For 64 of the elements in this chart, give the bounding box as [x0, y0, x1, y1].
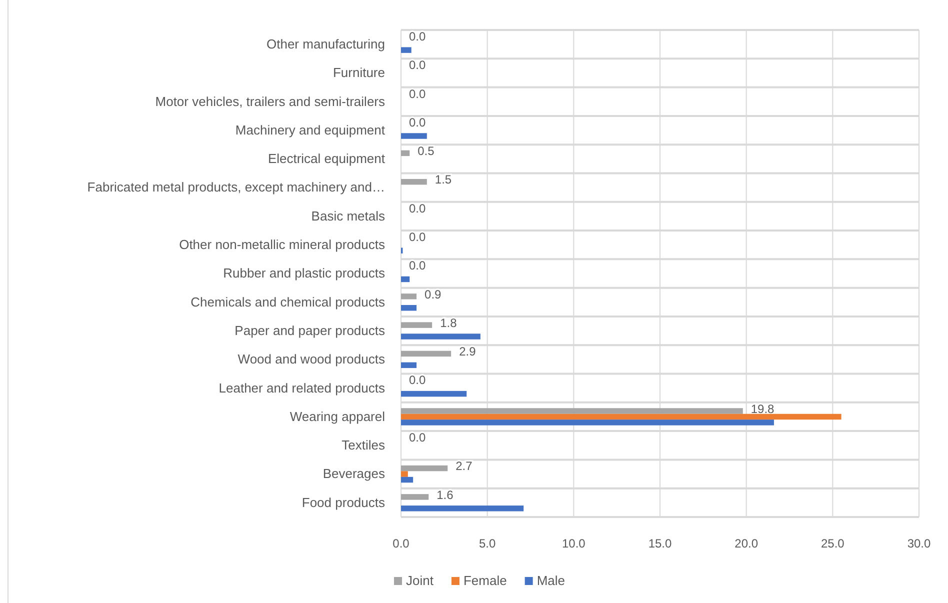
- data-label: 0.0: [409, 201, 426, 216]
- data-label: 0.0: [409, 258, 426, 273]
- bar: [401, 350, 452, 357]
- bar: [401, 322, 432, 328]
- x-tick-label: 30.0: [907, 536, 931, 551]
- legend-label: Female: [463, 573, 507, 588]
- y-tick-label: Leather and related products: [218, 380, 386, 396]
- bar: [401, 390, 467, 397]
- x-tick-label: 0.0: [392, 536, 410, 551]
- data-label: 1.8: [440, 316, 458, 330]
- data-label: 2.7: [456, 459, 473, 474]
- bar: [401, 178, 427, 185]
- x-tick-label: 5.0: [478, 536, 496, 551]
- y-tick-label: Wearing apparel: [290, 408, 386, 424]
- y-tick-label: Beverages: [322, 466, 386, 482]
- y-tick-label: Other manufacturing: [266, 36, 385, 52]
- bar: [401, 133, 427, 139]
- bar: [401, 276, 410, 282]
- y-tick-label: Rubber and plastic products: [223, 266, 386, 281]
- x-tick-label: 10.0: [562, 536, 586, 551]
- bar: [401, 305, 417, 311]
- y-tick-label: Wood and wood products: [238, 352, 386, 367]
- x-tick-label: 15.0: [648, 536, 672, 551]
- data-label: 0.0: [409, 430, 426, 445]
- bar: [401, 414, 842, 420]
- bar: [401, 408, 743, 414]
- bar: [401, 150, 410, 156]
- data-label: 0.0: [409, 373, 426, 388]
- y-tick-label: Machinery and equipment: [235, 122, 386, 138]
- y-tick-label: Electrical equipment: [268, 151, 386, 166]
- bar: [401, 47, 412, 53]
- data-label: 19.8: [750, 402, 775, 416]
- bar: [401, 294, 417, 300]
- data-label: 0.0: [409, 58, 426, 72]
- legend-label: Joint: [406, 573, 434, 588]
- data-label: 0.0: [409, 86, 426, 101]
- bar: [401, 506, 524, 512]
- data-label: 0.9: [424, 287, 442, 302]
- bar: [401, 334, 480, 340]
- data-label: 0.0: [409, 230, 426, 244]
- data-label: 1.5: [434, 172, 452, 187]
- bar: [401, 476, 414, 483]
- y-tick-label: Textiles: [342, 438, 386, 453]
- legend-label: Male: [536, 573, 566, 588]
- y-tick-label: Furniture: [332, 65, 385, 80]
- bar: [401, 362, 417, 368]
- y-tick-label: Other non-metallic mineral products: [179, 237, 386, 252]
- x-tick-label: 20.0: [734, 536, 758, 551]
- y-tick-label: Food products: [302, 494, 386, 510]
- data-label: 0.0: [409, 115, 426, 130]
- bar: [401, 471, 408, 477]
- bar: [401, 494, 429, 500]
- y-tick-label: Fabricated metal products, except machinery and…: [87, 180, 385, 195]
- x-tick-label: 25.0: [820, 536, 845, 551]
- data-label: 2.9: [459, 344, 476, 359]
- bar: [401, 420, 774, 426]
- y-tick-label: Chemicals and chemical products: [190, 294, 386, 310]
- data-label: 0.5: [418, 144, 435, 158]
- y-tick-label: Basic metals: [311, 208, 386, 224]
- y-tick-label: Motor vehicles, trailers and semi-trailers: [155, 94, 386, 109]
- data-label: 0.0: [409, 29, 426, 44]
- data-label: 1.6: [436, 488, 454, 502]
- y-tick-label: Paper and paper products: [234, 322, 386, 338]
- bar: [401, 465, 448, 472]
